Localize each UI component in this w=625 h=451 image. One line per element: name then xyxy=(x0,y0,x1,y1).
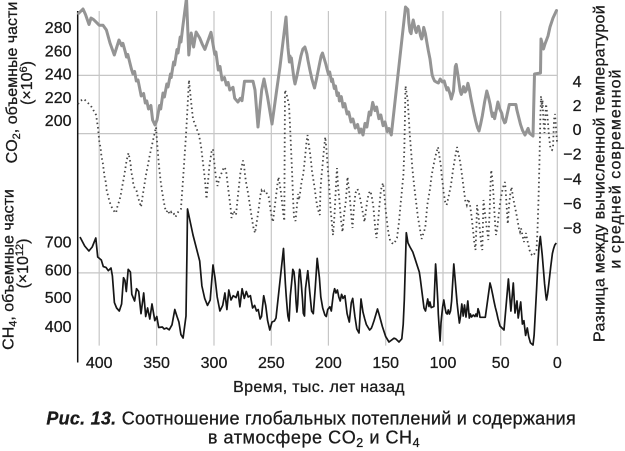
svg-text:250: 250 xyxy=(258,355,285,372)
svg-text:350: 350 xyxy=(143,355,170,372)
svg-text:в атмосфере CO2 и CH4: в атмосфере CO2 и CH4 xyxy=(208,427,420,450)
svg-text:500: 500 xyxy=(45,290,72,307)
svg-text:400: 400 xyxy=(45,319,72,336)
svg-text:4: 4 xyxy=(573,74,582,91)
svg-text:280: 280 xyxy=(45,20,72,37)
svg-text:Разница между вычисленной темп: Разница между вычисленной температурой xyxy=(592,5,609,342)
svg-text:Рис. 13. Соотношение глобальны: Рис. 13. Соотношение глобальных потеплен… xyxy=(46,408,576,428)
svg-text:400: 400 xyxy=(86,355,113,372)
svg-text:CO2, объемные части: CO2, объемные части xyxy=(4,2,23,164)
svg-text:0: 0 xyxy=(573,122,582,139)
svg-text:−4: −4 xyxy=(563,171,581,188)
svg-text:100: 100 xyxy=(430,355,457,372)
svg-text:50: 50 xyxy=(492,355,510,372)
svg-text:−2: −2 xyxy=(563,147,581,164)
svg-text:и средней современной: и средней современной xyxy=(608,68,625,268)
svg-text:200: 200 xyxy=(315,355,342,372)
svg-text:150: 150 xyxy=(372,355,399,372)
svg-text:0: 0 xyxy=(553,355,562,372)
svg-text:Время, тыс. лет назад: Время, тыс. лет назад xyxy=(233,379,405,396)
svg-text:300: 300 xyxy=(201,355,228,372)
svg-text:200: 200 xyxy=(45,113,72,130)
svg-text:240: 240 xyxy=(45,67,72,84)
svg-text:2: 2 xyxy=(573,98,582,115)
svg-text:260: 260 xyxy=(45,43,72,60)
svg-text:220: 220 xyxy=(45,90,72,107)
svg-text:−6: −6 xyxy=(563,196,581,213)
svg-text:700: 700 xyxy=(45,234,72,251)
svg-text:−8: −8 xyxy=(563,220,581,237)
svg-text:CH4, объемные части: CH4, объемные части xyxy=(1,189,20,350)
svg-text:600: 600 xyxy=(45,263,72,280)
